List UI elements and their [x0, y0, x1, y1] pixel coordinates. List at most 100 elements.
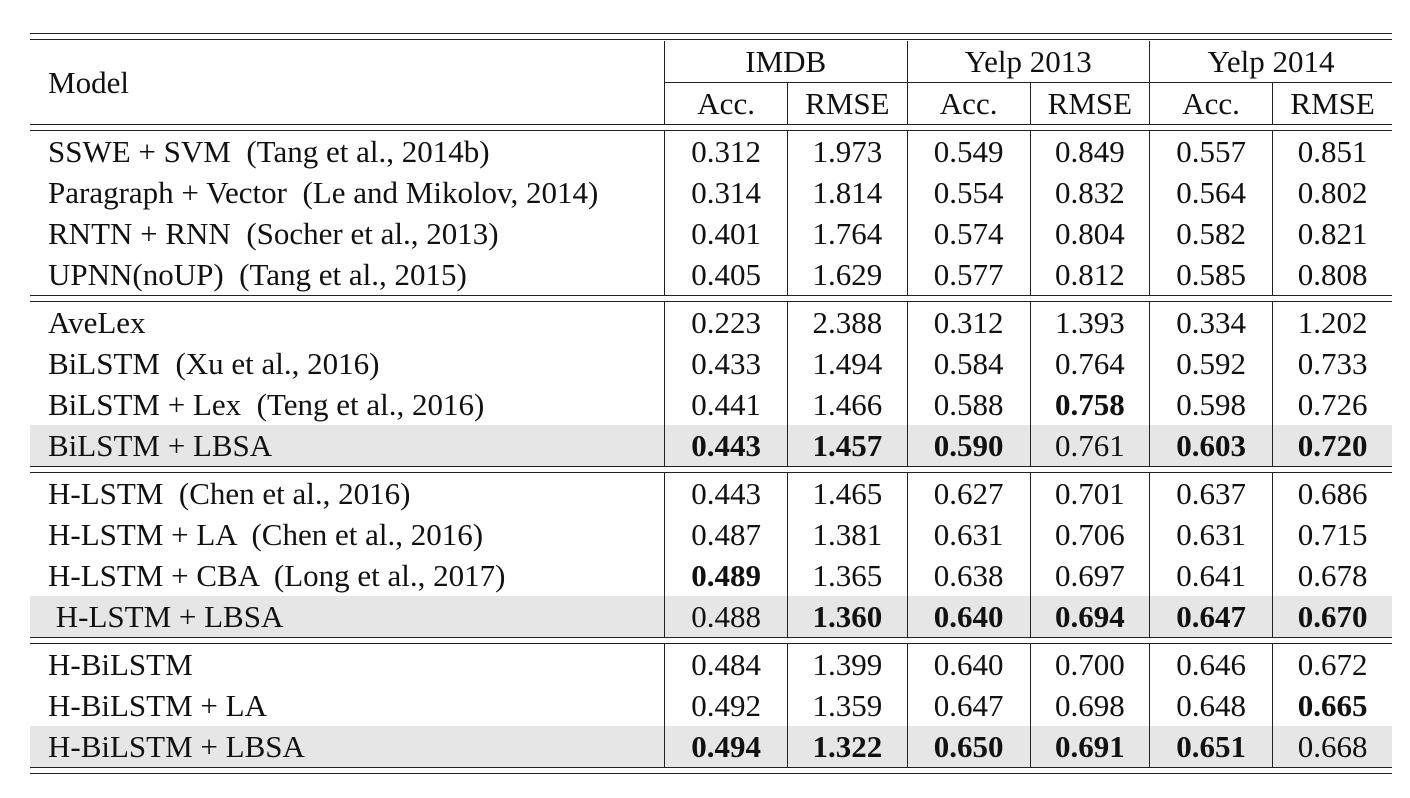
metric-value-cell: 1.359: [787, 685, 907, 726]
model-name-cell: BiLSTM + Lex (Teng et al., 2016): [48, 387, 485, 422]
group-separator: [30, 124, 1392, 131]
top-rule-inner: [30, 39, 1392, 40]
metric-value-cell: 1.465: [787, 472, 907, 514]
metric-value-cell: 0.648: [1148, 685, 1273, 726]
model-name-cell: H-LSTM + CBA (Long et al., 2017): [48, 558, 506, 593]
metric-value-cell: 0.701: [1029, 472, 1150, 514]
metric-value-cell: 0.582: [1148, 213, 1273, 254]
metric-value-cell: 0.651: [1148, 726, 1273, 768]
results-table-container: Model IMDB Yelp 2013 Yelp 2014 Acc. RMSE…: [30, 41, 1392, 774]
table-row: H-LSTM + LA (Chen et al., 2016) 0.487 1.38…: [30, 514, 1392, 555]
metric-value-cell: 0.640: [906, 596, 1031, 638]
metric-value-cell: 1.381: [787, 514, 907, 555]
table-row: RNTN + RNN (Socher et al., 2013) 0.401 1.7…: [30, 213, 1392, 254]
header-model: Model: [48, 65, 129, 100]
header-metric: Acc.: [1148, 82, 1273, 125]
metric-value-cell: 0.670: [1272, 596, 1392, 638]
metric-value-cell: 0.590: [906, 425, 1031, 467]
double-rule: [30, 767, 1392, 774]
double-rule: [30, 295, 1392, 302]
table-row: BiLSTM + LBSA 0.443 1.457 0.590 0.761 0.603 0.…: [30, 425, 1392, 467]
metric-value-cell: 0.598: [1148, 384, 1273, 425]
model-name-cell: Paragraph + Vector (Le and Mikolov, 2014…: [48, 175, 599, 210]
metric-value-cell: 0.637: [1148, 472, 1273, 514]
model-name-cell: RNTN + RNN (Socher et al., 2013): [48, 216, 499, 251]
metric-value-cell: 0.761: [1029, 425, 1150, 467]
table-row: H-LSTM (Chen et al., 2016) 0.443 1.465 0.62…: [30, 472, 1392, 514]
metric-value-cell: 0.557: [1148, 130, 1273, 172]
group-separator: [30, 295, 1392, 302]
metric-value-cell: 0.641: [1148, 555, 1273, 596]
results-table: Model IMDB Yelp 2013 Yelp 2014 Acc. RMSE…: [30, 41, 1392, 774]
model-name-cell: H-BiLSTM + LBSA: [30, 726, 665, 768]
metric-value-cell: 1.399: [787, 643, 907, 685]
model-name-cell: H-BiLSTM: [48, 647, 193, 682]
table-row: BiLSTM (Xu et al., 2016) 0.433 1.494 0.584 0…: [30, 343, 1392, 384]
group-separator: [30, 466, 1392, 473]
metric-value-cell: 0.715: [1272, 514, 1392, 555]
table-row: Paragraph + Vector (Le and Mikolov, 2014…: [30, 172, 1392, 213]
metric-value-cell: 0.758: [1029, 384, 1150, 425]
table-row: H-BiLSTM + LBSA 0.494 1.322 0.650 0.691 0.651…: [30, 726, 1392, 768]
header-metric: RMSE: [1029, 82, 1150, 125]
model-name-cell: H-LSTM + LA (Chen et al., 2016): [48, 517, 484, 552]
metric-value-cell: 0.577: [906, 254, 1031, 296]
metric-value-cell: 0.494: [663, 726, 788, 768]
model-name-cell: H-LSTM (Chen et al., 2016): [48, 476, 411, 511]
metric-value-cell: 0.433: [663, 343, 788, 384]
metric-value-cell: 0.650: [906, 726, 1031, 768]
metric-value-cell: 0.832: [1029, 172, 1150, 213]
metric-value-cell: 0.603: [1148, 425, 1273, 467]
bottom-rule: [30, 767, 1392, 774]
metric-value-cell: 1.764: [787, 213, 907, 254]
metric-value-cell: 0.686: [1272, 472, 1392, 514]
metric-value-cell: 1.629: [787, 254, 907, 296]
metric-value-cell: 1.393: [1029, 301, 1150, 343]
metric-value-cell: 0.574: [906, 213, 1031, 254]
metric-value-cell: 1.365: [787, 555, 907, 596]
metric-value-cell: 1.322: [787, 726, 907, 768]
metric-value-cell: 0.638: [906, 555, 1031, 596]
model-name-cell: SSWE + SVM (Tang et al., 2014b): [48, 134, 490, 169]
metric-value-cell: 0.700: [1029, 643, 1150, 685]
double-rule: [30, 124, 1392, 131]
metric-value-cell: 0.312: [663, 130, 788, 172]
table-row: H-BiLSTM 0.484 1.399 0.640 0.700 0.646 0.672: [30, 643, 1392, 685]
header-metric: Acc.: [906, 82, 1031, 125]
metric-value-cell: 0.647: [1148, 596, 1273, 638]
metric-value-cell: 0.691: [1029, 726, 1150, 768]
metric-value-cell: 0.405: [663, 254, 788, 296]
metric-value-cell: 0.443: [663, 472, 788, 514]
metric-value-cell: 0.849: [1029, 130, 1150, 172]
metric-value-cell: 1.360: [787, 596, 907, 638]
table-row: UPNN(noUP) (Tang et al., 2015) 0.405 1.629…: [30, 254, 1392, 296]
metric-value-cell: 0.441: [663, 384, 788, 425]
metric-value-cell: 0.223: [663, 301, 788, 343]
metric-value-cell: 1.494: [787, 343, 907, 384]
metric-value-cell: 0.588: [906, 384, 1031, 425]
metric-value-cell: 0.720: [1272, 425, 1392, 467]
metric-value-cell: 0.401: [663, 213, 788, 254]
metric-value-cell: 0.678: [1272, 555, 1392, 596]
header-metric: RMSE: [1272, 82, 1392, 125]
metric-value-cell: 0.334: [1148, 301, 1273, 343]
header-dataset-yelp2013: Yelp 2013: [906, 41, 1150, 83]
header-row-datasets: Model IMDB Yelp 2013 Yelp 2014: [30, 41, 1392, 100]
metric-value-cell: 0.487: [663, 514, 788, 555]
metric-value-cell: 0.672: [1272, 643, 1392, 685]
model-name-cell: AveLex: [48, 305, 146, 340]
table-body: SSWE + SVM (Tang et al., 2014b) 0.312 1.97…: [30, 124, 1392, 774]
top-rule-outer: [30, 33, 1392, 34]
metric-value-cell: 1.814: [787, 172, 907, 213]
metric-value-cell: 0.312: [906, 301, 1031, 343]
metric-value-cell: 0.808: [1272, 254, 1392, 296]
metric-value-cell: 0.812: [1029, 254, 1150, 296]
metric-value-cell: 0.802: [1272, 172, 1392, 213]
table-row: SSWE + SVM (Tang et al., 2014b) 0.312 1.97…: [30, 130, 1392, 172]
model-name-cell: BiLSTM (Xu et al., 2016): [48, 346, 380, 381]
metric-value-cell: 0.726: [1272, 384, 1392, 425]
metric-value-cell: 0.627: [906, 472, 1031, 514]
metric-value-cell: 0.668: [1272, 726, 1392, 768]
metric-value-cell: 0.489: [663, 555, 788, 596]
metric-value-cell: 0.764: [1029, 343, 1150, 384]
